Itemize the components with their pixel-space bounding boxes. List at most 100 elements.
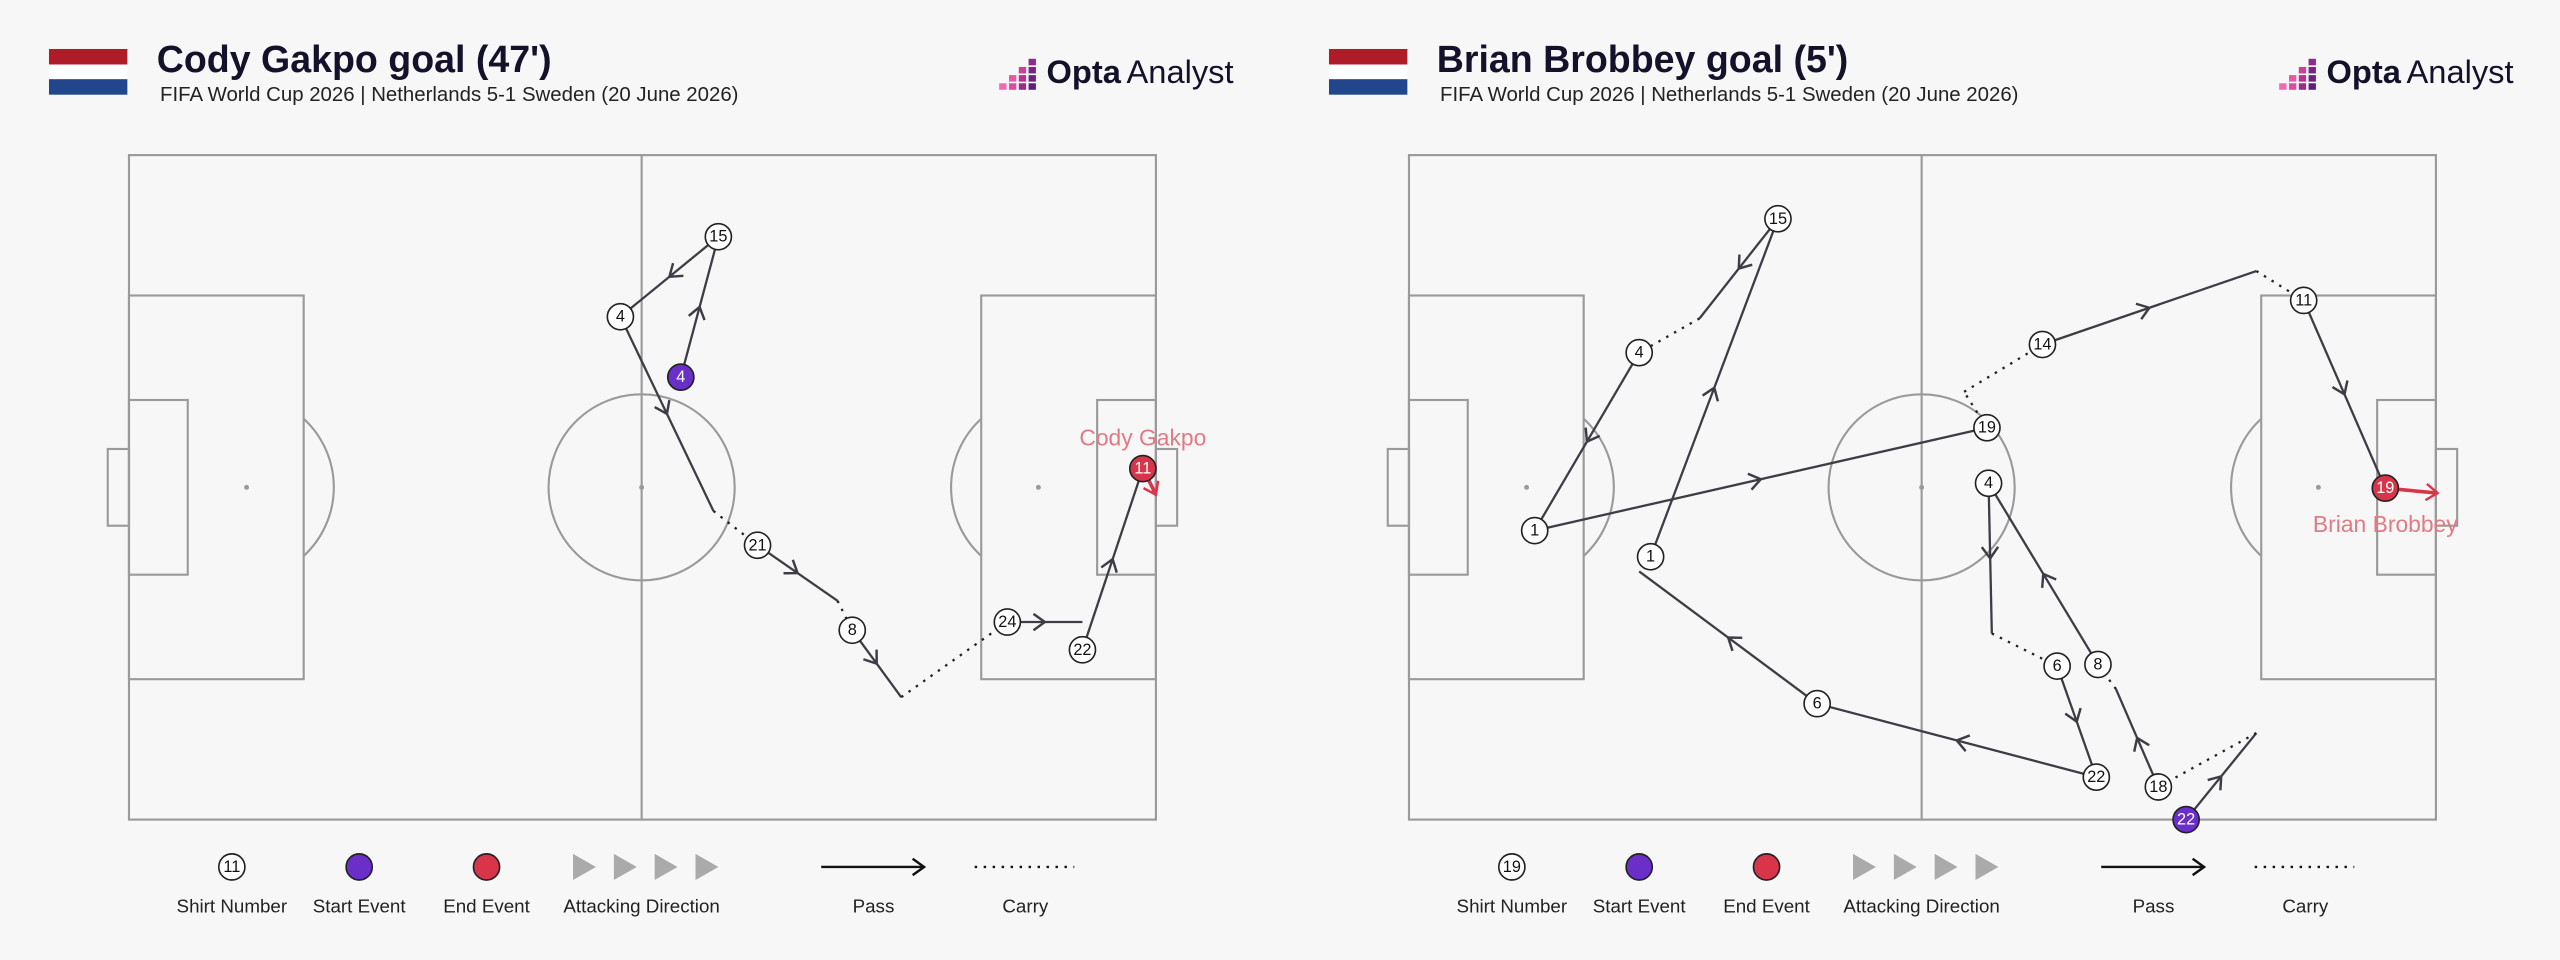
shirt-number: 15 (709, 228, 727, 246)
legend-label: Carry (1002, 896, 1048, 917)
scorer-name: Brian Brobbey (2313, 511, 2458, 537)
arrow-head (1100, 557, 1118, 573)
arrow-head (667, 262, 684, 279)
player-node (2084, 650, 2112, 679)
shirt-number: 4 (676, 368, 685, 386)
arrow-head (2191, 857, 2207, 877)
logo-square (999, 83, 1007, 90)
shirt-number: 15 (1769, 210, 1787, 228)
subtitle: FIFA World Cup 2026 | Netherlands 5-1 Sw… (1440, 84, 2018, 106)
arrow-head (2135, 302, 2152, 320)
logo-brand: Opta (1047, 53, 1122, 90)
logo-square (2308, 66, 2316, 74)
player-node (1520, 516, 1549, 545)
arrow-head (2331, 380, 2349, 397)
logo-square (2298, 75, 2307, 82)
arrow-head (863, 649, 878, 666)
arrow-head (2424, 482, 2440, 502)
legend-label: End Event (1723, 896, 1810, 917)
centre-circle (1827, 393, 2016, 582)
flag-red (1328, 48, 1408, 65)
logo-square (1008, 83, 1017, 90)
shirt-number: 1 (1530, 522, 1539, 540)
logo-product: Analyst (1127, 53, 1234, 90)
logo-square (1028, 83, 1036, 90)
logo-square (2298, 83, 2307, 90)
player-node (1625, 338, 1654, 367)
logo-product: Analyst (2407, 53, 2514, 90)
carry-line (2157, 732, 2257, 788)
legend-start (345, 853, 374, 881)
arrow-head (687, 304, 706, 321)
logo-square (2308, 83, 2316, 90)
shirt-number: 8 (848, 621, 857, 639)
player-node (666, 363, 695, 392)
penalty-arc (2230, 417, 2262, 557)
goal (1386, 447, 1411, 527)
player-node (2172, 805, 2200, 834)
penalty-box (2260, 294, 2437, 681)
arrow-head (1032, 612, 1048, 632)
logo-square (1028, 58, 1036, 66)
arrow-head (1584, 427, 1601, 444)
player-node (2289, 286, 2318, 315)
player-node (1068, 635, 1097, 664)
direction-triangle (1934, 853, 1958, 880)
legend-shirt-number: 19 (1503, 858, 1521, 876)
arrow-head (1701, 385, 1720, 402)
penalty-arc (950, 417, 982, 557)
legend-label: Attacking Direction (1843, 896, 1999, 917)
shirt-number: 11 (2295, 291, 2312, 309)
centre-circle (547, 393, 736, 582)
arrow-head (2207, 774, 2223, 791)
logo-square (2279, 83, 2287, 90)
logo-brand: Opta (2327, 53, 2402, 90)
shirt-number: 22 (2087, 768, 2105, 786)
legend-end (1752, 853, 1781, 881)
arrow-head (2064, 707, 2082, 724)
arrow-head (2132, 736, 2150, 752)
logo-square (1028, 66, 1036, 74)
player-node (993, 608, 1022, 636)
centre-spot (1919, 484, 1925, 490)
centre-spot (639, 484, 645, 490)
arrow-head (1747, 472, 1763, 491)
shirt-number: 4 (616, 308, 625, 326)
penalty-spot (1524, 484, 1529, 490)
direction-triangle (573, 853, 596, 880)
player-node (1803, 689, 1832, 718)
logo-square (2288, 75, 2297, 82)
goal (106, 447, 131, 527)
shirt-number: 24 (998, 613, 1016, 631)
direction-triangle (1853, 853, 1876, 880)
title: Cody Gakpo goal (47') (157, 38, 552, 80)
penalty-arc (1582, 417, 1615, 557)
legend-shirt (217, 853, 246, 881)
arrow-head (1142, 480, 1160, 497)
player-node (2028, 330, 2057, 359)
logo-square (2288, 83, 2297, 90)
shirt-number: 4 (1635, 344, 1644, 362)
penalty-spot (244, 484, 249, 490)
shirt-number: 19 (2376, 479, 2394, 497)
penalty-spot (2315, 484, 2321, 490)
arrow-head (783, 559, 800, 575)
legend-start (1625, 853, 1654, 881)
logo-square (1028, 75, 1036, 82)
shirt-number: 11 (1134, 460, 1151, 478)
logo-square (2298, 66, 2307, 74)
player-node (1974, 469, 2003, 498)
logo-square (2308, 75, 2316, 82)
logo-square (1018, 75, 1027, 82)
legend-label: Pass (2133, 896, 2175, 917)
arrow-head (1980, 546, 2000, 561)
legend-shirt-number: 11 (223, 858, 240, 876)
arrow-head (1726, 636, 1743, 652)
legend-label: Start Event (1593, 896, 1687, 917)
player-node (704, 222, 733, 251)
player-node (1128, 454, 1157, 483)
shirt-number: 22 (1073, 641, 1091, 659)
player-node (838, 616, 867, 645)
